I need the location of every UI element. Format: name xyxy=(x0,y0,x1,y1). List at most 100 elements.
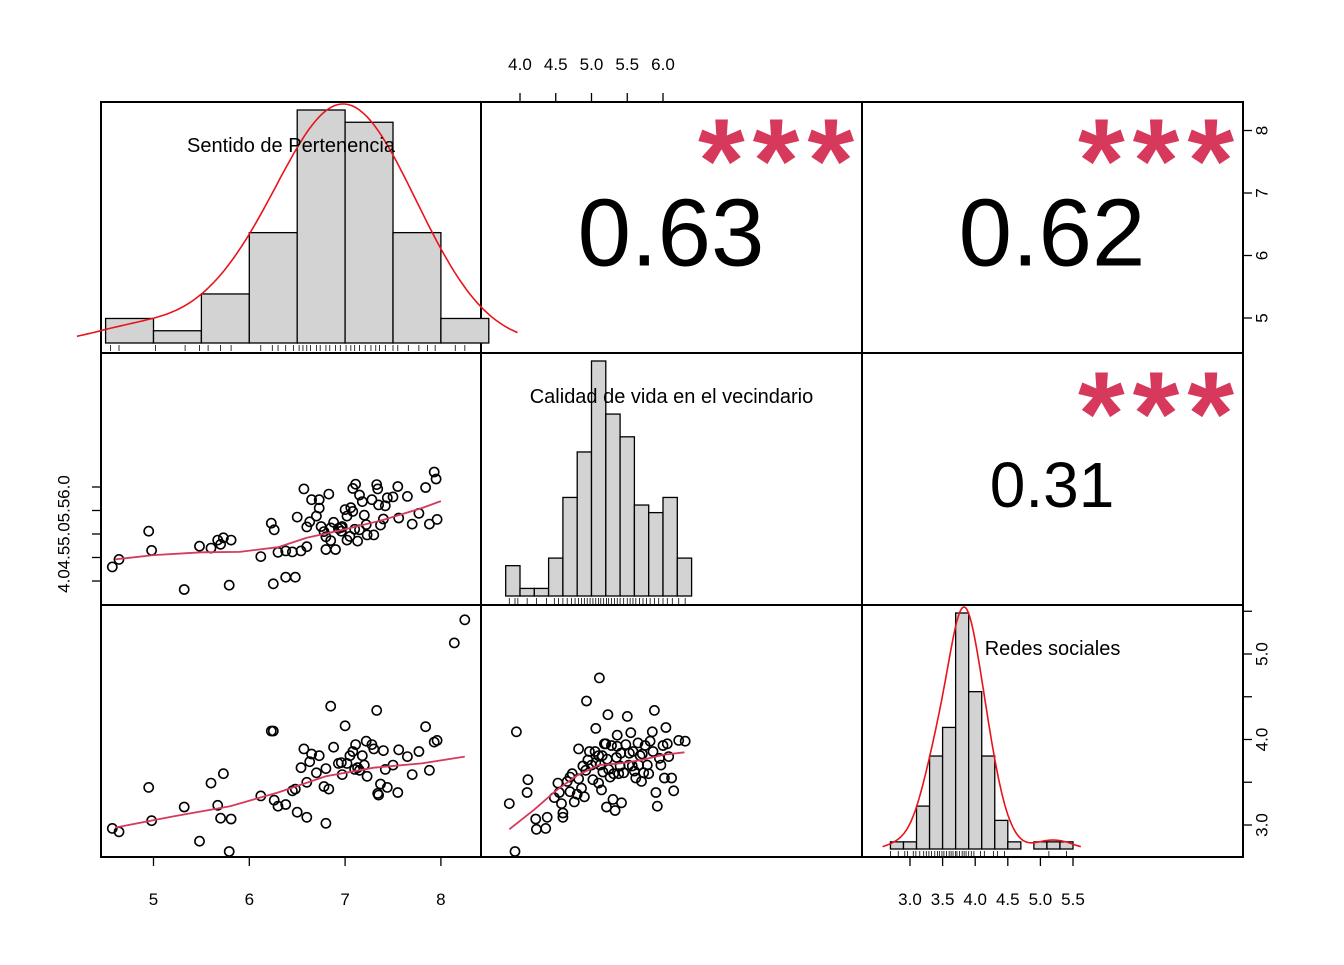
scatter-point xyxy=(420,721,431,733)
scatter-point xyxy=(330,544,341,555)
scatter-point xyxy=(223,846,235,857)
histogram-bar xyxy=(392,231,442,344)
scatter-point xyxy=(352,762,363,774)
scatter-point xyxy=(630,772,642,784)
scatter-point xyxy=(541,811,553,823)
scatter-point xyxy=(267,578,279,590)
scatter-point xyxy=(646,726,658,738)
top-tick-label: 4.5 xyxy=(544,55,568,74)
scatter-point xyxy=(459,614,471,626)
scatter-point xyxy=(413,746,425,757)
scatter-point xyxy=(215,812,226,824)
scatter-point xyxy=(618,767,630,779)
correlation-value: 0.63 xyxy=(578,180,765,287)
histogram-bar xyxy=(676,557,693,597)
histogram-bar xyxy=(968,691,983,850)
scatter-point xyxy=(608,768,620,780)
histogram-bar xyxy=(1007,841,1022,850)
scatter-point xyxy=(531,823,542,835)
scatter-point xyxy=(381,782,393,793)
scatter-point xyxy=(660,722,672,733)
scatter-point xyxy=(431,735,443,746)
scatter-point xyxy=(406,518,418,530)
scatter-point xyxy=(339,504,351,515)
panel-frame xyxy=(480,604,863,858)
histogram-bar xyxy=(440,317,490,344)
scatter-point xyxy=(325,700,337,712)
x-tick-label: 5.5 xyxy=(1061,890,1085,909)
smoother-line xyxy=(115,755,465,829)
scatter-point xyxy=(372,483,384,495)
scatter-point xyxy=(320,544,332,555)
scatter-point xyxy=(217,532,229,544)
histogram-bar xyxy=(200,293,250,344)
scatter-point xyxy=(393,744,405,756)
scatter-point xyxy=(401,490,413,502)
histogram-bar xyxy=(994,819,1009,850)
scatter-point xyxy=(178,801,190,813)
scatter-point xyxy=(361,529,373,541)
scatter-point xyxy=(587,774,599,786)
correlation-value: 0.31 xyxy=(990,449,1115,521)
x-tick-label: 7 xyxy=(340,890,349,909)
scatter-point xyxy=(298,743,310,755)
scatter-point xyxy=(280,571,292,583)
scatter-point xyxy=(205,777,217,789)
histogram-bar xyxy=(248,231,298,344)
scatter-point xyxy=(217,768,229,780)
scatter-point xyxy=(313,494,325,506)
scatter-point xyxy=(423,764,435,776)
scatter-point xyxy=(593,777,604,789)
variable-label: Redes sociales xyxy=(985,638,1121,660)
x-tick-label: 5.0 xyxy=(1029,890,1053,909)
scatter-point xyxy=(358,509,370,521)
scatter-point xyxy=(323,488,335,500)
scatter-point xyxy=(298,483,310,495)
scatter-point xyxy=(448,637,460,649)
scatter-point xyxy=(194,540,205,552)
scatter-point xyxy=(113,554,125,565)
scatter-point xyxy=(650,787,662,798)
histogram-bar xyxy=(576,451,593,597)
left-tick-label: 4.0 xyxy=(55,569,74,593)
scatter-point xyxy=(556,798,567,809)
scatter-point xyxy=(573,743,584,755)
right-tick-label: 5.0 xyxy=(1253,642,1272,666)
scatter-point xyxy=(304,516,316,528)
scatter-point xyxy=(146,545,157,556)
scatter-point xyxy=(301,811,313,823)
scatter-point xyxy=(354,489,365,501)
scatter-point xyxy=(590,723,602,734)
significance-stars: *** xyxy=(1078,94,1242,228)
scatter-point xyxy=(377,745,389,756)
scatter-point xyxy=(509,846,521,857)
scatter-point xyxy=(291,511,303,523)
scatter-point xyxy=(328,741,339,753)
right-tick-label: 3.0 xyxy=(1253,813,1272,837)
scatter-point xyxy=(360,735,372,747)
scatter-point xyxy=(602,709,614,721)
scatter-point xyxy=(596,784,607,796)
histogram-bar xyxy=(344,121,394,344)
x-tick-label: 5 xyxy=(149,890,158,909)
scatter-point xyxy=(651,800,663,812)
scatter-point xyxy=(373,499,384,511)
top-tick-label: 5.0 xyxy=(580,55,604,74)
histogram-bar xyxy=(915,805,931,850)
histogram-bar xyxy=(648,511,664,597)
scatter-point xyxy=(521,787,533,798)
histogram-bar xyxy=(633,504,650,597)
scatter-point xyxy=(606,740,617,751)
scatter-point xyxy=(530,813,542,825)
significance-stars: *** xyxy=(1078,347,1242,481)
variable-label: Sentido de Pertenencia xyxy=(187,135,396,157)
scatter-point xyxy=(143,525,155,537)
x-tick-label: 4.0 xyxy=(963,890,987,909)
scatter-point xyxy=(352,535,363,547)
scatter-point xyxy=(420,482,431,493)
x-tick-label: 3.5 xyxy=(931,890,955,909)
histogram-bar xyxy=(1046,841,1061,850)
histogram-bar xyxy=(662,496,678,597)
scatter-point xyxy=(325,535,337,546)
scatter-point xyxy=(361,770,373,782)
